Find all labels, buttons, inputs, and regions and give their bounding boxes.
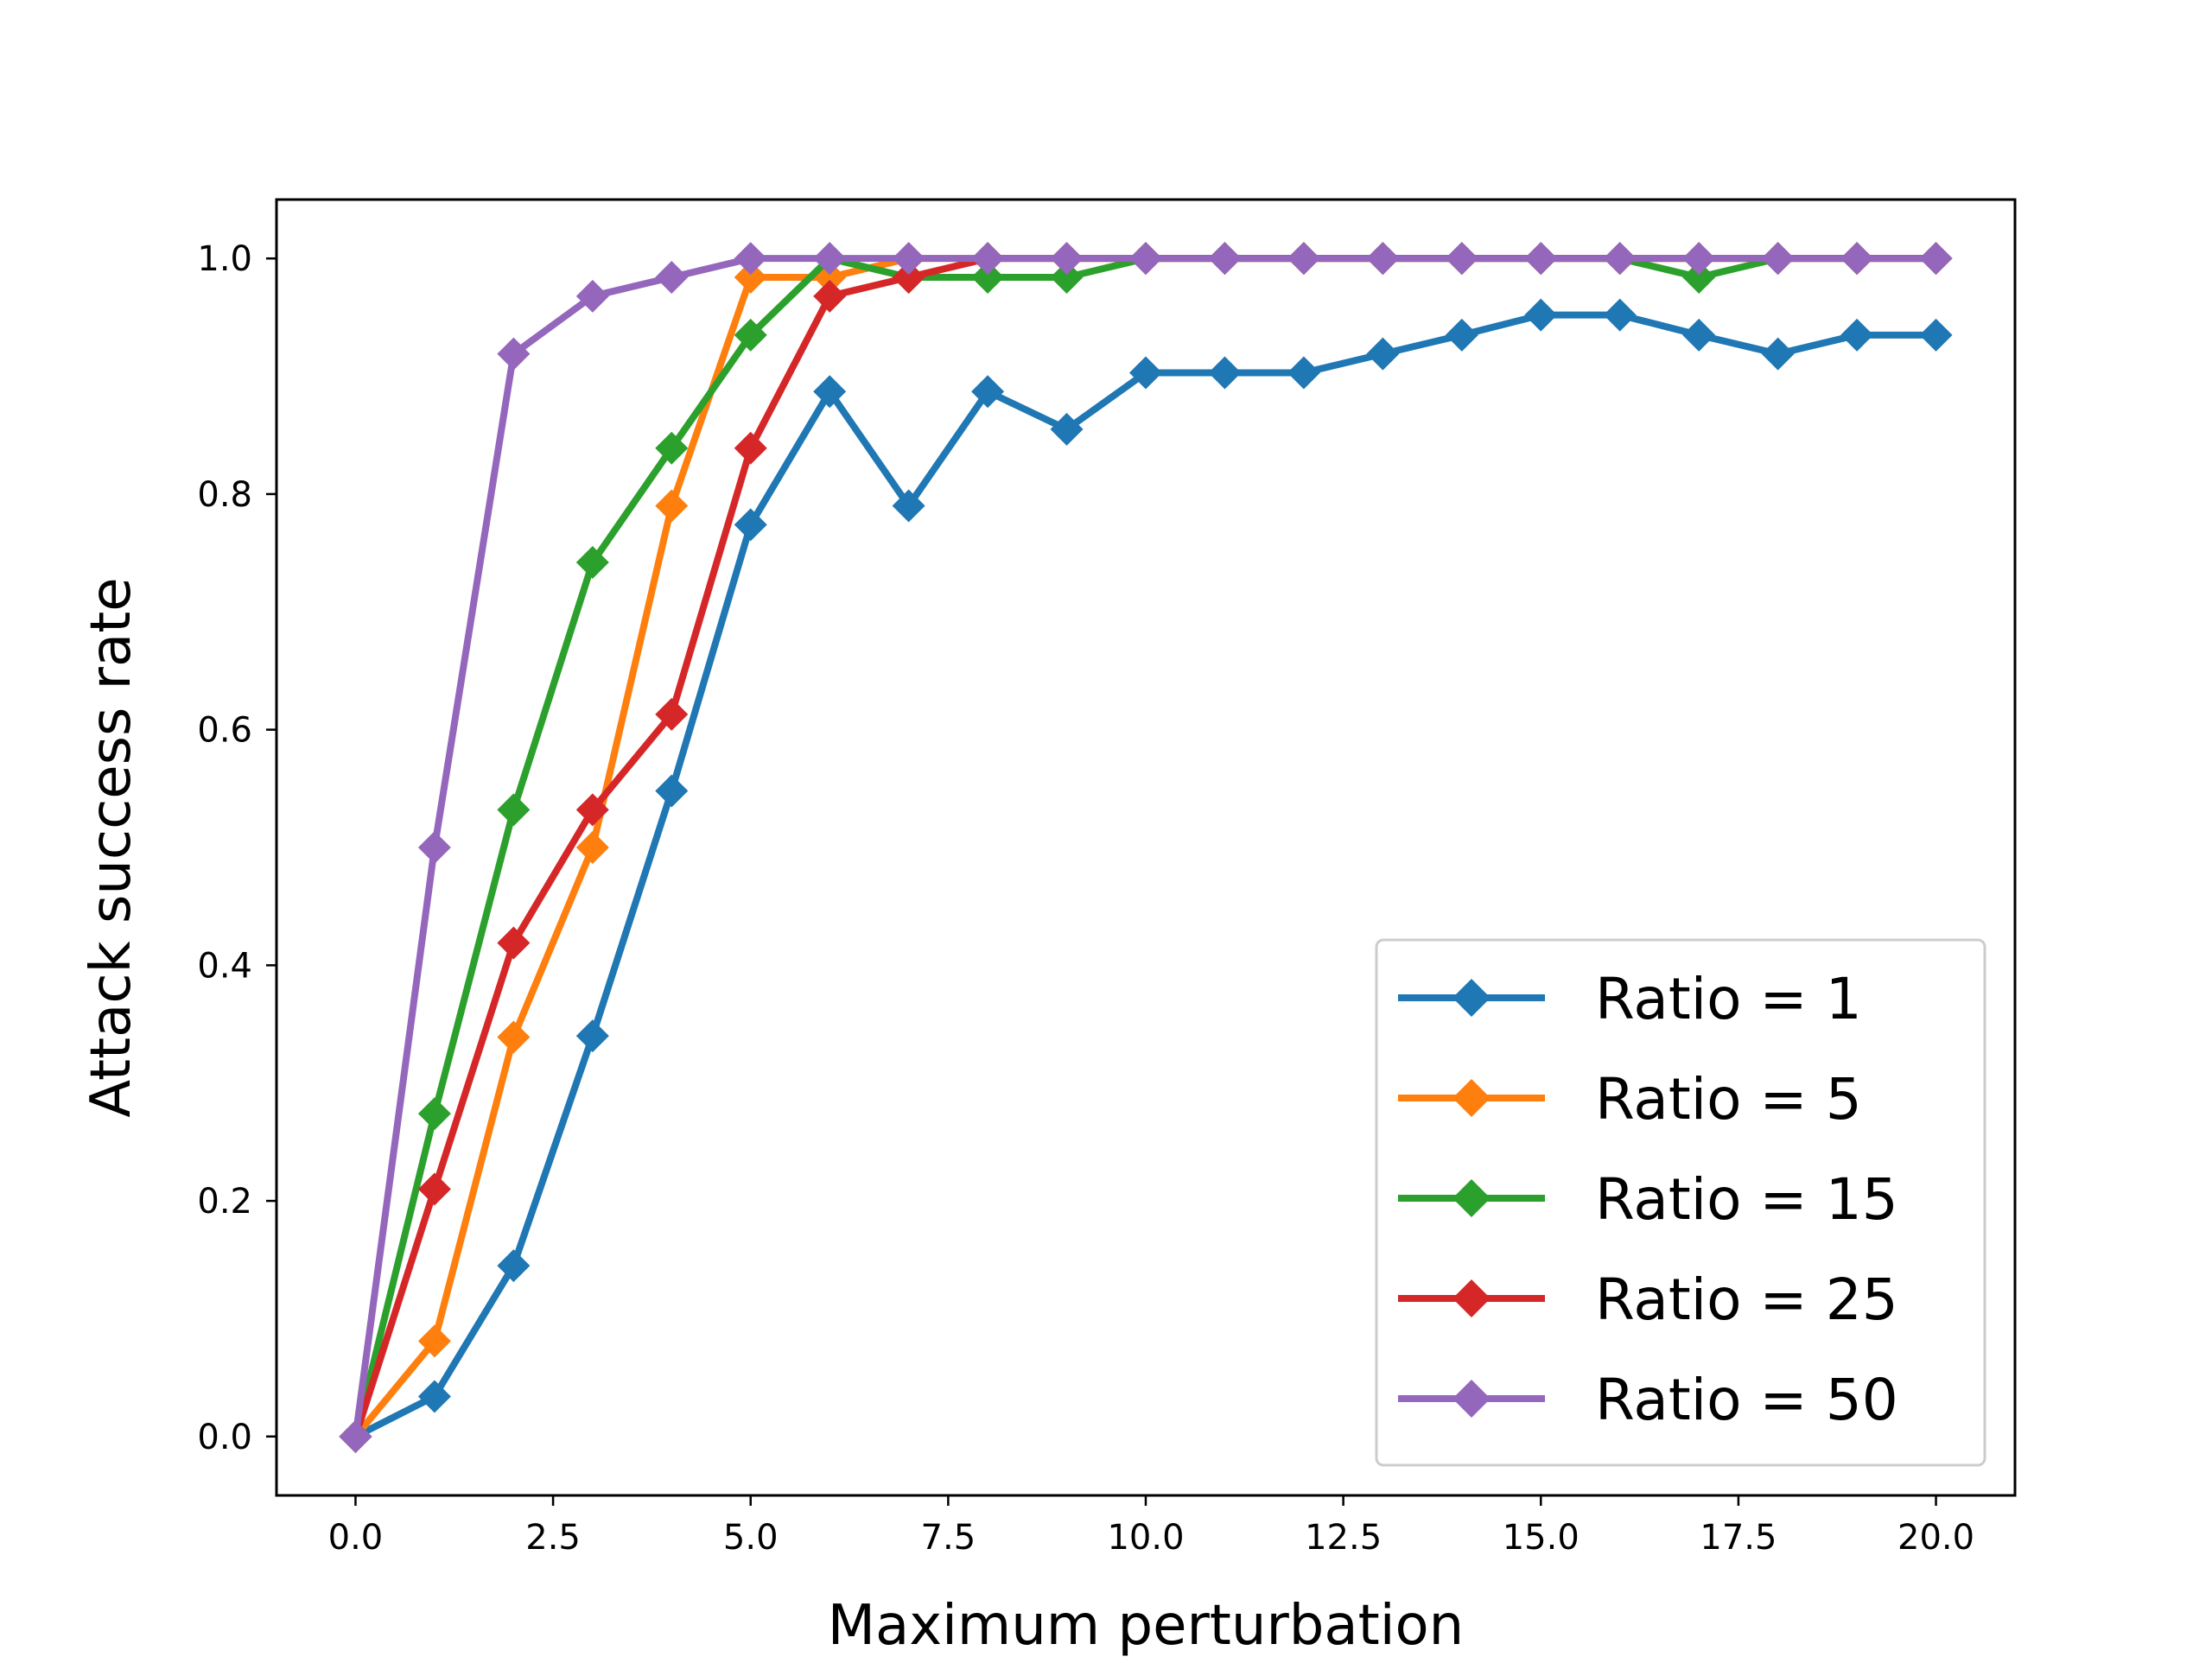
data-point bbox=[1919, 242, 1953, 276]
data-point bbox=[1524, 298, 1558, 332]
data-point bbox=[655, 774, 689, 808]
data-series bbox=[339, 242, 1953, 1453]
data-point bbox=[1682, 261, 1716, 294]
data-point bbox=[1050, 242, 1084, 276]
legend-label: Ratio = 25 bbox=[1595, 1266, 1898, 1333]
data-point bbox=[1445, 242, 1478, 276]
data-point bbox=[1366, 242, 1400, 276]
data-point bbox=[1050, 412, 1084, 446]
legend-label: Ratio = 5 bbox=[1595, 1066, 1862, 1133]
data-point bbox=[417, 831, 451, 864]
legend-label: Ratio = 1 bbox=[1595, 966, 1862, 1032]
data-point bbox=[813, 242, 847, 276]
data-point bbox=[813, 375, 847, 409]
data-point bbox=[655, 489, 689, 523]
data-point bbox=[734, 431, 767, 465]
series-ratio-4 bbox=[339, 242, 1953, 1453]
data-point bbox=[1050, 261, 1084, 294]
data-point bbox=[1761, 337, 1795, 371]
data-point bbox=[892, 242, 925, 276]
y-tick-label: 0.8 bbox=[197, 475, 252, 515]
data-point bbox=[1287, 242, 1320, 276]
data-point bbox=[1682, 318, 1716, 352]
data-point bbox=[1208, 242, 1242, 276]
data-point bbox=[655, 261, 689, 294]
data-point bbox=[417, 1097, 451, 1131]
data-point bbox=[734, 242, 767, 276]
data-point bbox=[1761, 242, 1795, 276]
y-axis-label: Attack success rate bbox=[79, 577, 143, 1117]
legend-marker bbox=[1452, 1079, 1491, 1117]
data-point bbox=[1603, 242, 1637, 276]
data-point bbox=[575, 831, 609, 864]
x-tick-label: 15.0 bbox=[1503, 1518, 1580, 1558]
x-tick-label: 5.0 bbox=[723, 1518, 779, 1558]
y-tick-label: 1.0 bbox=[197, 239, 252, 279]
data-point bbox=[1208, 356, 1242, 390]
data-point bbox=[1682, 242, 1716, 276]
legend-marker bbox=[1452, 1279, 1491, 1317]
data-point bbox=[575, 1019, 609, 1053]
data-point bbox=[1840, 242, 1874, 276]
y-tick-label: 0.6 bbox=[197, 711, 252, 751]
legend-box bbox=[1375, 938, 1986, 1467]
axis-ticks: 0.0 2.5 5.0 7.5 10.0 12.5 15.0 17.5 20.0 0.0 0.2 0.… bbox=[197, 239, 1974, 1558]
series-ratio-0 bbox=[339, 298, 1953, 1453]
data-point bbox=[417, 1380, 451, 1413]
data-point bbox=[813, 279, 847, 313]
legend-label: Ratio = 50 bbox=[1595, 1367, 1898, 1433]
data-point bbox=[417, 1324, 451, 1358]
y-tick-label: 0.4 bbox=[197, 946, 252, 986]
data-point bbox=[734, 261, 767, 294]
legend-marker bbox=[1452, 1380, 1491, 1418]
data-point bbox=[971, 375, 1005, 409]
legend: Ratio = 1 Ratio = 5 Ratio = 15 Ratio = 25 Ra… bbox=[1375, 938, 1986, 1467]
data-point bbox=[734, 318, 767, 352]
data-point bbox=[497, 337, 531, 371]
data-point bbox=[497, 926, 531, 960]
legend-marker bbox=[1452, 979, 1491, 1017]
data-point bbox=[734, 508, 767, 542]
data-point bbox=[1840, 318, 1874, 352]
data-point bbox=[497, 1020, 531, 1054]
data-point bbox=[971, 242, 1005, 276]
y-tick-label: 0.2 bbox=[197, 1182, 252, 1222]
x-tick-label: 2.5 bbox=[525, 1518, 581, 1558]
data-point bbox=[892, 489, 925, 523]
x-tick-label: 10.0 bbox=[1107, 1518, 1184, 1558]
data-point bbox=[575, 279, 609, 313]
x-tick-label: 7.5 bbox=[921, 1518, 976, 1558]
data-point bbox=[655, 697, 689, 731]
plot-frame bbox=[275, 198, 2017, 1497]
data-point bbox=[497, 793, 531, 827]
data-point bbox=[339, 1419, 372, 1453]
y-tick-label: 0.0 bbox=[197, 1418, 252, 1457]
data-point bbox=[1366, 337, 1400, 371]
legend-marker bbox=[1452, 1179, 1491, 1217]
data-point bbox=[1287, 356, 1320, 390]
data-point bbox=[971, 261, 1005, 294]
data-point bbox=[575, 546, 609, 579]
x-tick-label: 0.0 bbox=[328, 1518, 384, 1558]
x-tick-label: 20.0 bbox=[1897, 1518, 1974, 1558]
data-point bbox=[655, 431, 689, 465]
data-point bbox=[417, 1172, 451, 1206]
data-point bbox=[497, 1249, 531, 1283]
legend-label: Ratio = 15 bbox=[1595, 1166, 1898, 1233]
data-point bbox=[1524, 242, 1558, 276]
data-point bbox=[1129, 356, 1162, 390]
x-tick-label: 12.5 bbox=[1305, 1518, 1382, 1558]
x-tick-label: 17.5 bbox=[1700, 1518, 1777, 1558]
x-axis-label: Maximum perturbation bbox=[828, 1594, 1464, 1658]
data-point bbox=[892, 261, 925, 294]
data-point bbox=[575, 793, 609, 827]
data-point bbox=[1919, 318, 1953, 352]
data-point bbox=[1445, 318, 1478, 352]
data-point bbox=[1129, 242, 1162, 276]
data-point bbox=[1603, 298, 1637, 332]
